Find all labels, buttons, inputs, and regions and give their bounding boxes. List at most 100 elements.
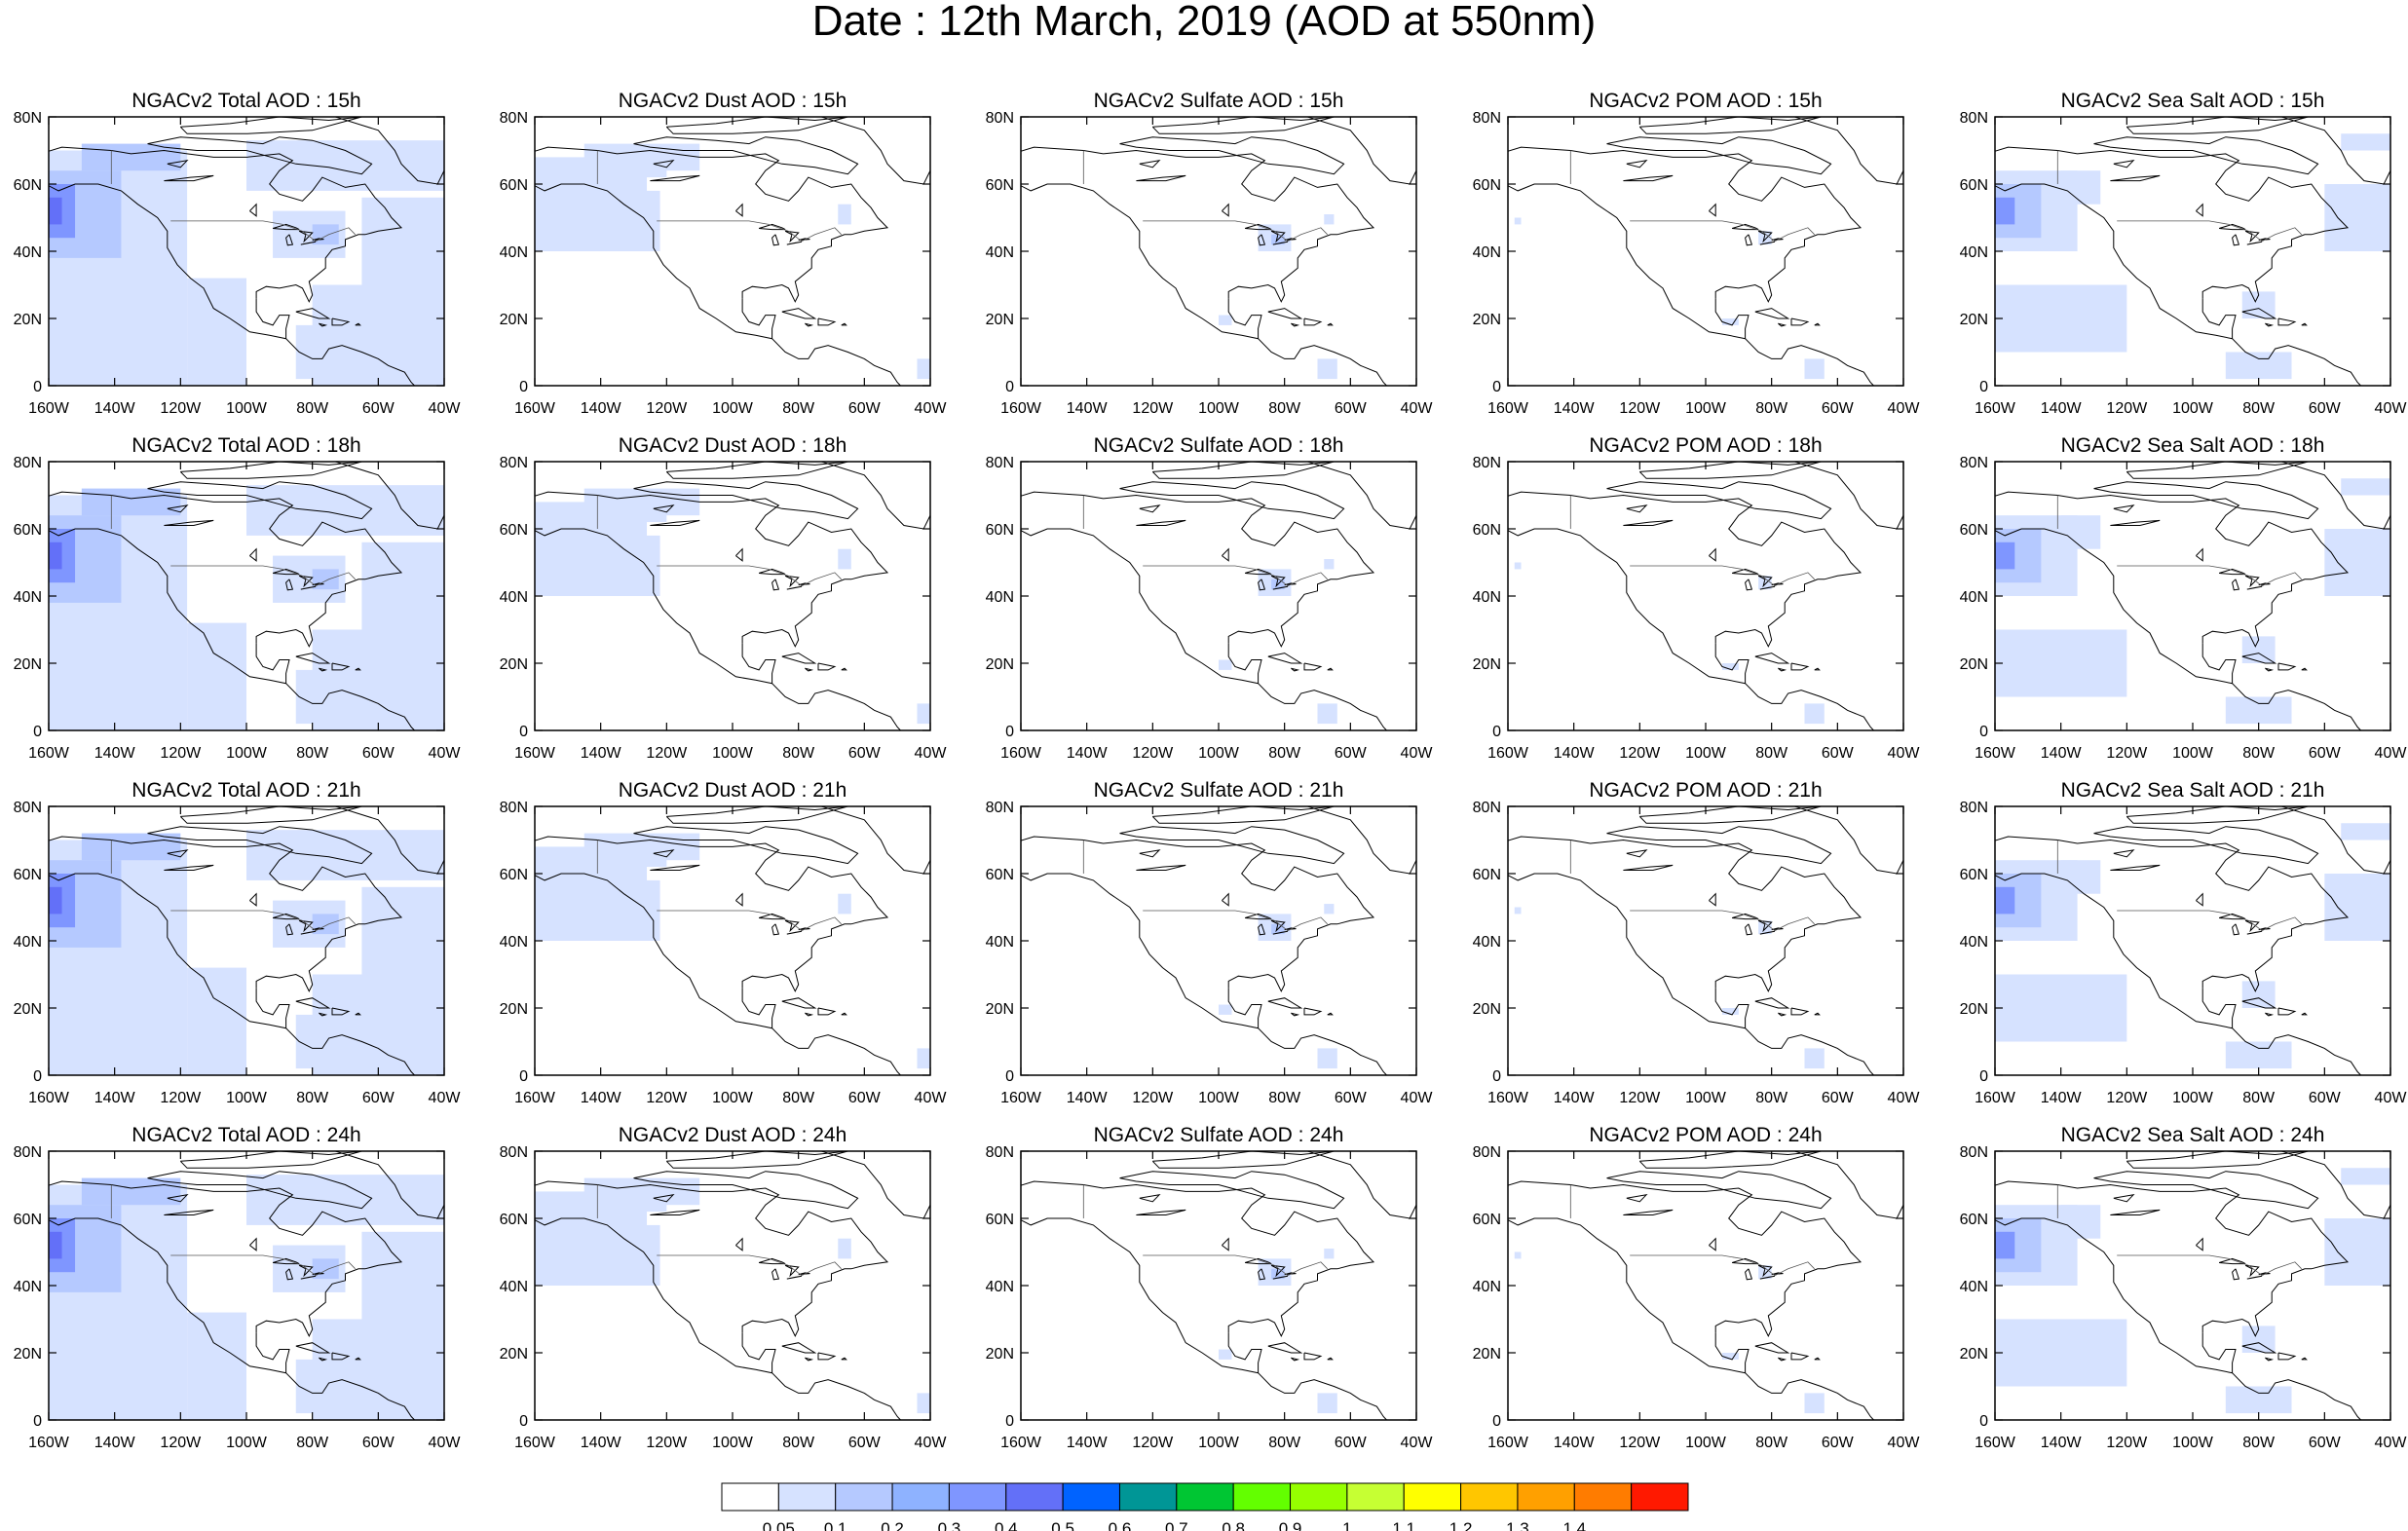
coastline-atlantic	[1021, 1180, 1375, 1337]
island-outline	[2241, 308, 2277, 319]
island-outline	[1151, 1151, 1335, 1169]
island-outline	[1307, 117, 1416, 185]
island-outline	[1814, 1357, 1821, 1361]
lake-outline	[2246, 585, 2263, 590]
lake-outline	[1222, 547, 1229, 562]
lake-outline	[771, 923, 780, 936]
lon-tick-label: 140W	[94, 1090, 136, 1106]
island-outline	[2126, 462, 2309, 479]
island-outline	[2281, 462, 2390, 530]
panel-title: NGACv2 Total AOD : 15h	[132, 90, 360, 112]
us-canada-border	[657, 910, 842, 932]
lake-outline	[285, 234, 294, 246]
lon-tick-label: 100W	[712, 400, 754, 417]
aod-cell	[49, 1231, 62, 1259]
coastline-pacific	[49, 873, 415, 1075]
island-outline	[319, 667, 328, 672]
lat-tick-label: 80N	[14, 800, 42, 816]
island-outline	[295, 308, 331, 319]
lat-tick-label: 80N	[500, 110, 528, 127]
island-outline	[1606, 136, 1832, 175]
coastline-pacific	[49, 1217, 415, 1420]
island-outline	[1119, 826, 1345, 865]
lake-outline	[298, 919, 314, 933]
lat-tick-label: 60N	[500, 177, 528, 194]
island-outline	[2277, 1007, 2297, 1016]
lon-tick-label: 100W	[712, 1090, 754, 1106]
lon-tick-label: 60W	[848, 1435, 882, 1451]
island-outline	[179, 806, 362, 824]
lat-tick-label: 80N	[500, 1144, 528, 1161]
lon-tick-label: 100W	[1198, 745, 1240, 762]
aod-field	[535, 488, 930, 725]
island-outline	[1794, 806, 1903, 875]
lat-tick-label: 20N	[1473, 312, 1501, 328]
lake-outline	[650, 174, 700, 182]
lat-tick-label: 60N	[1473, 867, 1501, 883]
lon-tick-label: 60W	[848, 400, 882, 417]
aod-cell	[295, 324, 379, 380]
lon-tick-label: 40W	[2375, 400, 2408, 417]
aod-cell	[1514, 217, 1522, 225]
island-outline	[2277, 662, 2297, 671]
lon-tick-label: 120W	[1619, 400, 1661, 417]
aod-cell	[917, 1393, 930, 1414]
lat-tick-label: 40N	[986, 1279, 1014, 1295]
lon-tick-label: 140W	[1554, 1090, 1596, 1106]
lat-tick-label: 0	[519, 1413, 528, 1430]
lake-outline	[2113, 1194, 2135, 1203]
island-outline	[147, 826, 373, 865]
panel-title: NGACv2 Sulfate AOD : 24h	[1094, 1124, 1344, 1146]
aod-field	[1514, 562, 1825, 725]
aod-cell	[1317, 358, 1337, 380]
lake-outline	[1136, 1209, 1186, 1215]
island-outline	[1638, 462, 1822, 479]
lake-outline	[1623, 864, 1674, 871]
lake-outline	[1258, 1268, 1266, 1281]
island-outline	[1291, 1357, 1300, 1362]
lon-tick-label: 140W	[581, 745, 622, 762]
lon-tick-label: 100W	[226, 745, 268, 762]
lat-tick-label: 0	[33, 724, 42, 740]
island-outline	[633, 481, 859, 520]
lake-outline	[1709, 547, 1716, 562]
island-outline	[179, 117, 362, 134]
coastline-yucatan	[741, 988, 776, 1028]
lon-tick-label: 160W	[514, 1435, 556, 1451]
aod-cell	[49, 886, 62, 915]
aod-cell	[1324, 214, 1335, 225]
lon-tick-label: 160W	[514, 400, 556, 417]
lat-tick-label: 80N	[1473, 455, 1501, 471]
lat-tick-label: 60N	[1960, 522, 1988, 539]
lat-tick-label: 80N	[1960, 1144, 1988, 1161]
lon-tick-label: 80W	[1268, 1090, 1301, 1106]
lon-tick-label: 60W	[848, 745, 882, 762]
island-outline	[319, 1357, 328, 1362]
lon-tick-label: 40W	[1888, 1435, 1921, 1451]
lake-outline	[2232, 923, 2240, 936]
coastline-atlantic	[1508, 491, 1862, 648]
aod-cell	[312, 569, 339, 590]
lon-tick-label: 120W	[160, 1090, 202, 1106]
aod-field	[1514, 217, 1825, 380]
lon-tick-label: 140W	[94, 745, 136, 762]
lat-tick-label: 20N	[1960, 1346, 1988, 1363]
island-outline	[821, 117, 930, 185]
island-outline	[1814, 667, 1821, 671]
coastline-pacific	[1508, 528, 1874, 730]
island-outline	[1267, 653, 1303, 664]
lake-outline	[786, 585, 803, 590]
aod-cell	[2225, 352, 2292, 380]
island-outline	[1291, 1012, 1300, 1017]
coastline-yucatan	[255, 643, 290, 684]
island-outline	[1754, 1342, 1790, 1354]
aod-cell	[1995, 284, 2127, 353]
aod-field	[535, 833, 930, 1069]
island-outline	[1754, 308, 1790, 319]
lat-tick-label: 80N	[1473, 1144, 1501, 1161]
lake-outline	[1623, 1209, 1674, 1215]
aod-cell	[246, 1175, 444, 1225]
island-outline	[335, 806, 444, 875]
island-outline	[821, 462, 930, 530]
